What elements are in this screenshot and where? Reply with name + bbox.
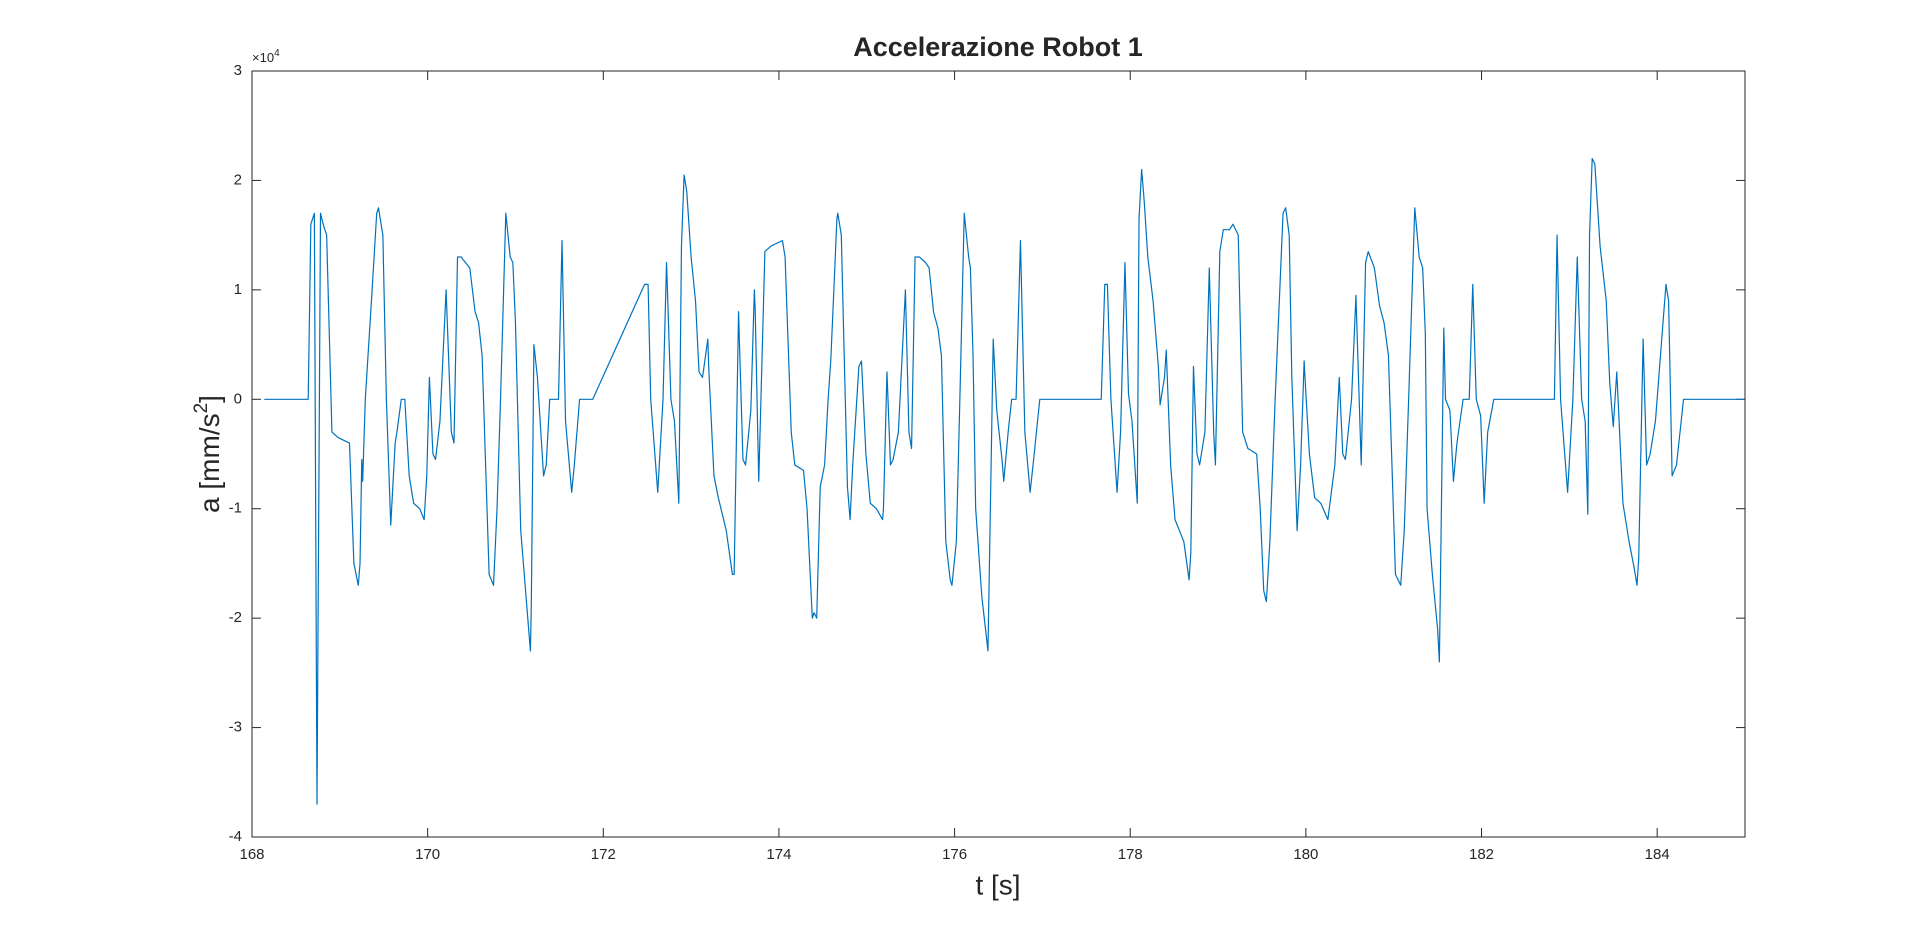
y-tick-label: -4	[229, 828, 242, 845]
x-tick-label: 168	[239, 846, 264, 863]
y-tick-label: 0	[234, 390, 242, 407]
y-exponent-base: ×10	[252, 50, 274, 65]
plot-box	[251, 70, 1746, 838]
x-tick-label: 184	[1645, 846, 1670, 863]
y-axis-label-suffix: ]	[194, 395, 225, 403]
y-tick-label: -3	[229, 719, 242, 736]
x-tick-label: 182	[1469, 846, 1494, 863]
y-axis-label-text: a [mm/s	[194, 413, 225, 513]
x-tick-label: 172	[591, 846, 616, 863]
y-tick-label: 1	[234, 281, 242, 298]
x-tick-label: 180	[1293, 846, 1318, 863]
x-tick-label: 178	[1118, 846, 1143, 863]
x-tick-label: 174	[766, 846, 791, 863]
x-tick-label: 176	[942, 846, 967, 863]
y-exponent: ×104	[252, 48, 280, 65]
x-tick-label: 170	[415, 846, 440, 863]
y-tick-label: 2	[234, 171, 242, 188]
chart-title: Accelerazione Robot 1	[853, 32, 1143, 62]
y-axis-label-superscript: 2	[191, 403, 212, 414]
y-tick-label: 3	[234, 62, 242, 79]
y-tick-label: -2	[229, 609, 242, 626]
y-tick-label: -1	[229, 500, 242, 517]
y-axis-label: a [mm/s2]	[191, 395, 225, 513]
y-exponent-power: 4	[274, 48, 280, 59]
x-axis-label: t [s]	[975, 869, 1020, 900]
data-line	[264, 157, 1745, 805]
